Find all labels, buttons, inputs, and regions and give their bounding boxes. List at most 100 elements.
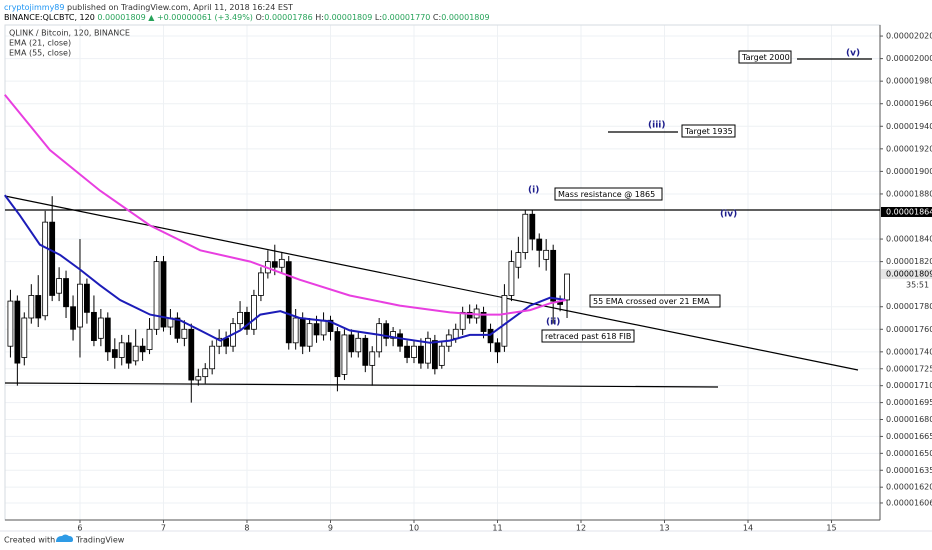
candle-body [209,345,216,370]
candle-body [146,328,153,350]
l-value: 0.00001770 [382,13,430,22]
price-label: 0.00001809 [886,270,932,279]
annotation: 55 EMA crossed over 21 EMA [593,297,710,306]
legend-entry: EMA (21, close) [9,39,71,48]
candle-body [508,261,515,296]
candle-body [397,333,403,347]
ema-line [4,94,567,316]
candle-body [522,213,529,253]
candle-body [21,317,28,358]
y-tick-label: 0.00001940 [886,122,932,131]
ema-line [3,194,567,344]
candle-body [97,317,104,339]
y-tick-label: 0.00001840 [886,235,932,244]
x-tick-label: 6 [77,524,82,533]
candle-body [536,238,543,251]
candle-body [362,337,369,366]
annotation-box [681,124,736,138]
candle-body [202,368,209,378]
y-tick-label: 0.00001635 [886,466,932,475]
candle-body [334,331,341,378]
wave-label: (v) [846,49,860,59]
candle-body [292,317,299,344]
candle-body [77,283,83,328]
candle-body [355,337,362,353]
candle-body [84,283,90,313]
l-label: L: [375,13,382,22]
wave-label: (ii) [546,318,560,328]
candle-body [452,328,459,339]
x-tick-label: 11 [492,524,502,533]
candle-body [459,311,466,330]
candle-body [501,295,508,347]
legend-entry: EMA (55, close) [9,49,71,58]
published: published on TradingView.com, April 11, … [64,3,293,12]
candle-body [153,261,160,330]
candle-body [251,295,257,330]
candle-body [327,319,334,332]
candle-body [543,249,550,260]
candle-body [341,334,348,375]
candle-body [7,300,14,347]
support-line [4,382,719,388]
x-tick-label: 9 [328,524,333,533]
candle-body [28,295,35,319]
y-tick-label: 0.00001710 [886,381,932,390]
candle-body [111,349,118,358]
candle-body [306,323,313,347]
candle-body [132,345,139,362]
candle-body [383,323,390,339]
candle-body [35,295,42,319]
candle-body [487,328,494,344]
candle-body [49,221,56,296]
y-tick-label: 0.00001900 [886,167,932,176]
wave-label: (iii) [648,121,665,131]
x-tick-label: 12 [576,524,586,533]
annotation-box [738,50,792,64]
candle-body [285,261,292,344]
candle-body [118,342,125,358]
change: ▲ +0.00000061 (+3.49%) [148,13,253,22]
candle-body [91,311,97,341]
y-tick-label: 0.00001620 [886,483,932,492]
x-tick-label: 15 [826,524,836,533]
candle-body [529,213,536,240]
y-tick-label: 0.00002000 [886,54,932,63]
y-tick-label: 0.00001725 [886,364,932,373]
o-value: 0.00001786 [264,13,312,22]
candle-body [56,278,63,294]
candle-body [104,317,111,353]
x-tick-label: 8 [244,524,249,533]
annotation: retraced past 618 FIB [545,332,631,341]
candle-body [278,258,285,268]
y-tick-label: 0.00001820 [886,257,932,266]
y-tick-label: 0.00001760 [886,325,932,334]
candle-body [258,272,264,296]
y-tick-label: 0.00001606 [886,498,932,507]
x-tick-label: 14 [743,524,753,533]
candle-body [244,311,250,330]
x-tick-label: 10 [409,524,419,533]
countdown: 35:51 [906,281,929,290]
footer-created: Created with [4,536,55,545]
candle-body [174,317,181,339]
c-value: 0.00001809 [441,13,489,22]
candle-body [320,319,327,336]
candle-body [431,340,438,370]
y-tick-label: 0.00001680 [886,415,932,424]
countdown-box [881,280,932,291]
brand-logo [56,534,73,542]
candle-body [418,345,424,364]
candle-body [494,342,501,353]
candle-body [480,311,487,332]
y-tick-label: 0.00001980 [886,77,932,86]
candle-body [550,249,557,302]
last: 0.00001809 [97,13,145,22]
author: cryptojimmy89 [4,3,64,12]
candle-body [299,317,306,347]
wave-label: (i) [528,186,539,196]
y-tick-label: 0.00001920 [886,144,932,153]
wave-label: (iv) [720,210,737,220]
header-quote: BINANCE:QLCBTC, 120 0.00001809 ▲ +0.0000… [4,13,490,22]
